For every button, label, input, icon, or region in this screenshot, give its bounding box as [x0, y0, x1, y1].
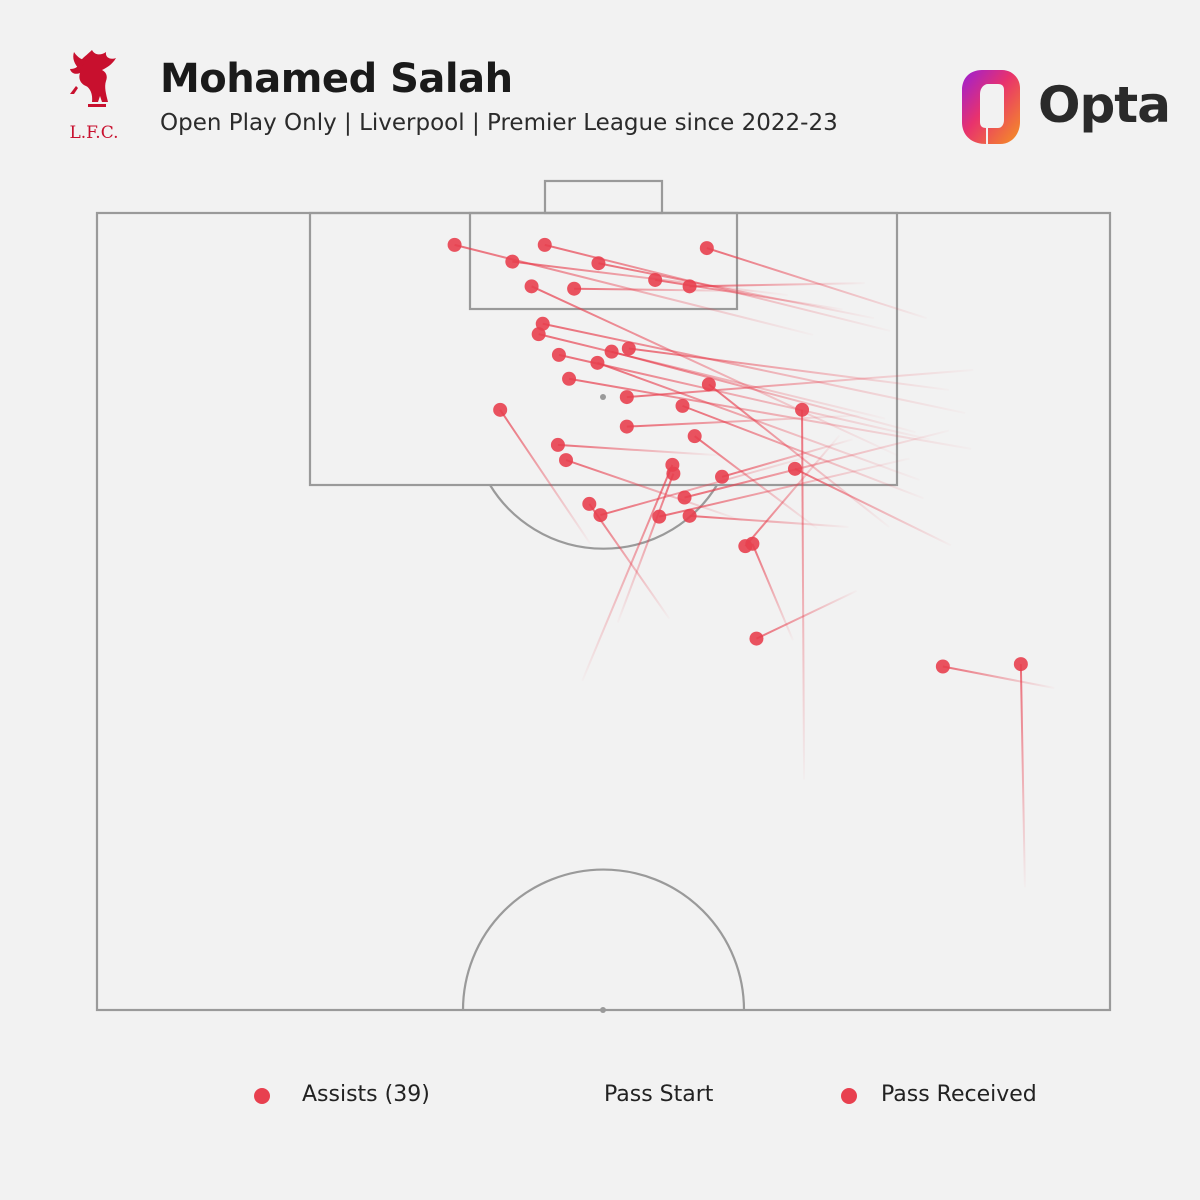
- pass-line: [751, 543, 794, 641]
- pass-received-point: [567, 281, 582, 296]
- pass-line: [531, 285, 898, 457]
- pass-line: [588, 503, 671, 620]
- pass-received-point: [447, 237, 462, 252]
- pass-received-point: [619, 419, 634, 434]
- pass-received-point: [682, 508, 697, 523]
- pass-line: [558, 353, 930, 441]
- legend-assists-label: Assists (39): [302, 1082, 430, 1107]
- pass-received-point: [590, 355, 605, 370]
- pass-received-point: [591, 256, 606, 271]
- pass-line: [600, 454, 814, 517]
- pass-received-point: [524, 279, 539, 294]
- page-subtitle: Open Play Only | Liverpool | Premier Lea…: [160, 110, 838, 136]
- pass-received-point: [682, 279, 697, 294]
- pass-line: [499, 409, 592, 545]
- liverpool-crest-logo: L.F.C.: [69, 50, 119, 143]
- pass-line: [684, 429, 950, 499]
- pass-line: [689, 514, 849, 529]
- pass-line: [581, 464, 674, 682]
- pass-received-point: [677, 490, 692, 505]
- pass-line: [756, 589, 858, 640]
- pass-received-point: [675, 398, 690, 413]
- penalty-spot: [600, 394, 606, 400]
- pass-received-point: [935, 659, 950, 674]
- pass-received-point: [787, 461, 802, 476]
- pass-received-point: [795, 402, 810, 417]
- pass-received-point: [537, 237, 552, 252]
- pass-line: [568, 377, 972, 450]
- centre-spot: [600, 1007, 606, 1013]
- pass-line: [565, 459, 743, 522]
- crest-lettering: L.F.C.: [69, 123, 118, 143]
- pass-received-point: [621, 341, 636, 356]
- pass-line: [689, 282, 865, 288]
- legend-assists-marker: [254, 1088, 270, 1104]
- pass-line: [801, 409, 806, 780]
- pass-line: [694, 435, 818, 530]
- pass-line: [542, 322, 966, 415]
- pass-received-point: [715, 469, 730, 484]
- pass-received-points: [447, 237, 1028, 674]
- pass-received-point: [505, 254, 520, 269]
- pass-line: [538, 333, 886, 420]
- pass-received-point: [550, 437, 565, 452]
- pass-line: [721, 438, 853, 478]
- pitch-lines: [95, 179, 1112, 1012]
- pass-received-point: [604, 344, 619, 359]
- pass-line: [626, 369, 974, 399]
- opta-logo-icon: [962, 70, 1020, 144]
- pass-line: [1019, 664, 1026, 888]
- pass-line: [611, 350, 916, 434]
- pass-received-point: [559, 453, 574, 468]
- pass-received-point: [648, 272, 663, 287]
- pass-received-point: [666, 466, 681, 481]
- pass-received-point: [582, 496, 597, 511]
- pass-line: [597, 361, 920, 481]
- pass-received-point: [1013, 657, 1028, 672]
- pass-received-point: [701, 377, 716, 392]
- pass-line: [616, 473, 675, 624]
- pass-received-point: [687, 429, 702, 444]
- pass-line: [628, 347, 950, 391]
- pass-line: [658, 457, 910, 518]
- pass-received-point: [699, 241, 714, 256]
- pass-received-point: [738, 539, 753, 554]
- centre-circle: [461, 868, 746, 1011]
- pass-received-point: [619, 390, 634, 405]
- pass-received-point: [493, 402, 508, 417]
- pass-line: [626, 414, 860, 428]
- pass-line: [557, 443, 720, 457]
- goal: [543, 179, 664, 215]
- legend-pass-received-label: Pass Received: [881, 1082, 1037, 1107]
- pass-line: [744, 434, 841, 547]
- pass-received-point: [562, 371, 577, 386]
- pass-received-point: [593, 508, 608, 523]
- legend-pass-received-marker: [841, 1088, 857, 1104]
- page-title: Mohamed Salah: [160, 56, 513, 102]
- legend-pass-start-label: Pass Start: [604, 1082, 714, 1107]
- pass-received-point: [652, 509, 667, 524]
- pass-received-point: [535, 316, 550, 331]
- pass-line: [794, 467, 952, 547]
- pass-line: [942, 665, 1055, 689]
- pass-lines: [454, 243, 1055, 888]
- pass-received-point: [749, 631, 764, 646]
- pass-received-point: [551, 347, 566, 362]
- opta-logo-text: Opta: [1038, 76, 1171, 134]
- pitch-outline: [95, 211, 1112, 1012]
